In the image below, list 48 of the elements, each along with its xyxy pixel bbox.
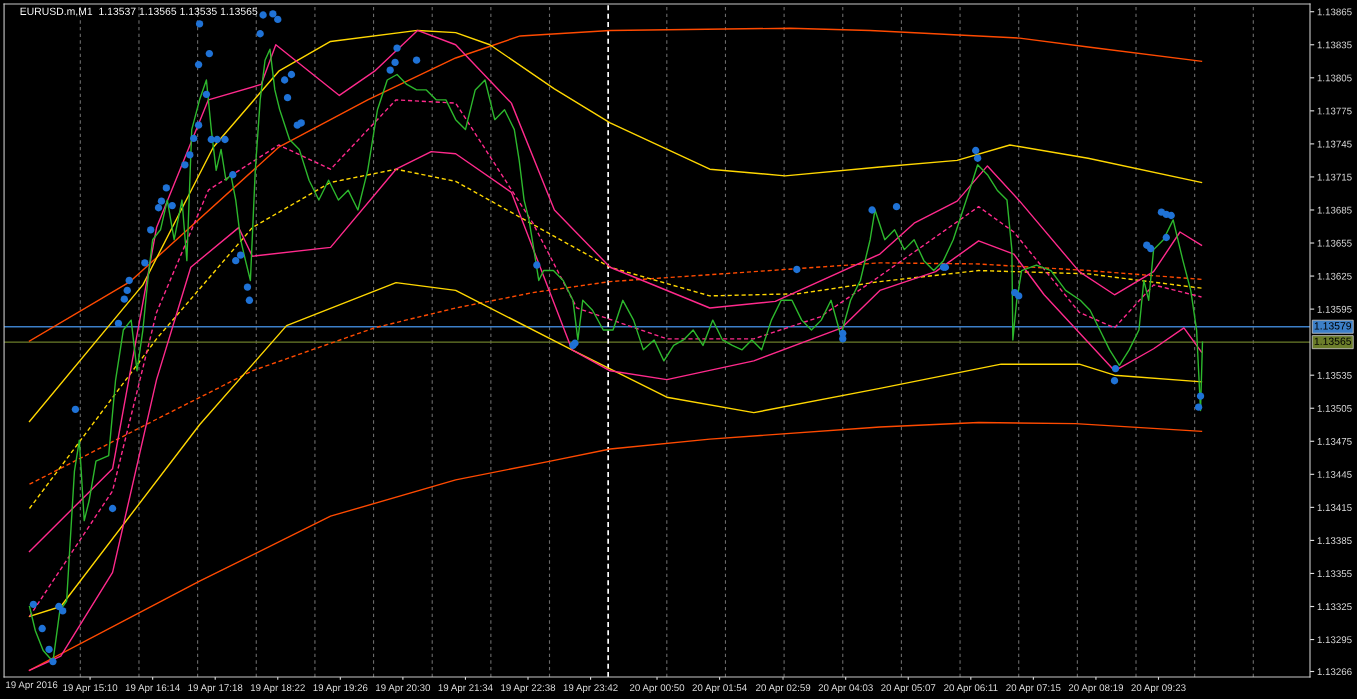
line-series xyxy=(28,262,1203,485)
ref-line-label: 1.13579 xyxy=(1314,322,1352,330)
y-tick-label: 1.13775 xyxy=(1317,107,1352,115)
x-tick-label: 20 Apr 01:54 xyxy=(692,684,747,694)
x-tick-label: 19 Apr 15:10 xyxy=(63,684,118,694)
line-series xyxy=(28,29,1203,423)
line-series xyxy=(28,168,1203,510)
y-tick-label: 1.13266 xyxy=(1317,668,1352,676)
y-tick-label: 1.13505 xyxy=(1317,404,1352,412)
x-tick-label: 20 Apr 02:59 xyxy=(756,684,811,694)
line-series xyxy=(28,29,1203,553)
x-tick-label: 19 Apr 18:22 xyxy=(250,684,305,694)
y-tick-label: 1.13475 xyxy=(1317,438,1352,445)
y-tick-label: 1.13805 xyxy=(1317,74,1352,82)
y-tick-label: 1.13655 xyxy=(1317,239,1352,247)
x-tick-label: 19 Apr 16:14 xyxy=(125,684,180,694)
x-tick-label: 19 Apr 23:42 xyxy=(563,684,618,694)
x-tick-label: 20 Apr 00:50 xyxy=(629,684,685,694)
y-tick-label: 1.13745 xyxy=(1317,140,1352,148)
x-tick-label: 19 Apr 22:38 xyxy=(501,684,556,694)
y-tick-label: 1.13865 xyxy=(1317,8,1352,16)
y-tick-label: 1.13355 xyxy=(1317,570,1352,578)
x-tick-label: 20 Apr 05:07 xyxy=(881,684,936,694)
ref-line-label: 1.13565 xyxy=(1314,337,1352,345)
x-tick-label: 20 Apr 06:11 xyxy=(944,684,998,694)
y-tick-label: 1.13325 xyxy=(1317,603,1352,611)
y-tick-label: 1.13595 xyxy=(1317,305,1352,313)
y-tick-label: 1.13625 xyxy=(1317,272,1352,280)
y-tick-label: 1.13445 xyxy=(1317,471,1352,478)
x-tick-label: 20 Apr 07:15 xyxy=(1006,684,1061,694)
line-series xyxy=(28,27,1203,342)
x-tick-label: 20 Apr 08:19 xyxy=(1068,684,1124,694)
x-tick-label: 19 Apr 21:34 xyxy=(438,684,493,694)
x-tick-label: 19 Apr 17:18 xyxy=(188,684,243,694)
x-tick-label: 20 Apr 09:23 xyxy=(1131,684,1186,694)
y-tick-label: 1.13295 xyxy=(1317,636,1352,644)
x-tick-label: 19 Apr 20:30 xyxy=(376,684,431,694)
y-tick-label: 1.13535 xyxy=(1317,371,1352,379)
y-tick-label: 1.13685 xyxy=(1317,206,1352,214)
y-tick-label: 1.13835 xyxy=(1317,41,1352,49)
y-tick-label: 1.13385 xyxy=(1317,537,1352,545)
chart-title: EURUSD.m,M1 1.13537 1.13565 1.13535 1.13565 xyxy=(20,7,258,17)
text: 19 Apr 2016 xyxy=(6,681,58,691)
line-series xyxy=(28,281,1203,618)
y-tick-label: 1.13415 xyxy=(1317,504,1352,511)
x-tick-label: 20 Apr 04:03 xyxy=(818,684,873,694)
x-tick-label: 19 Apr 19:26 xyxy=(313,684,368,694)
y-tick-label: 1.13715 xyxy=(1317,173,1352,181)
